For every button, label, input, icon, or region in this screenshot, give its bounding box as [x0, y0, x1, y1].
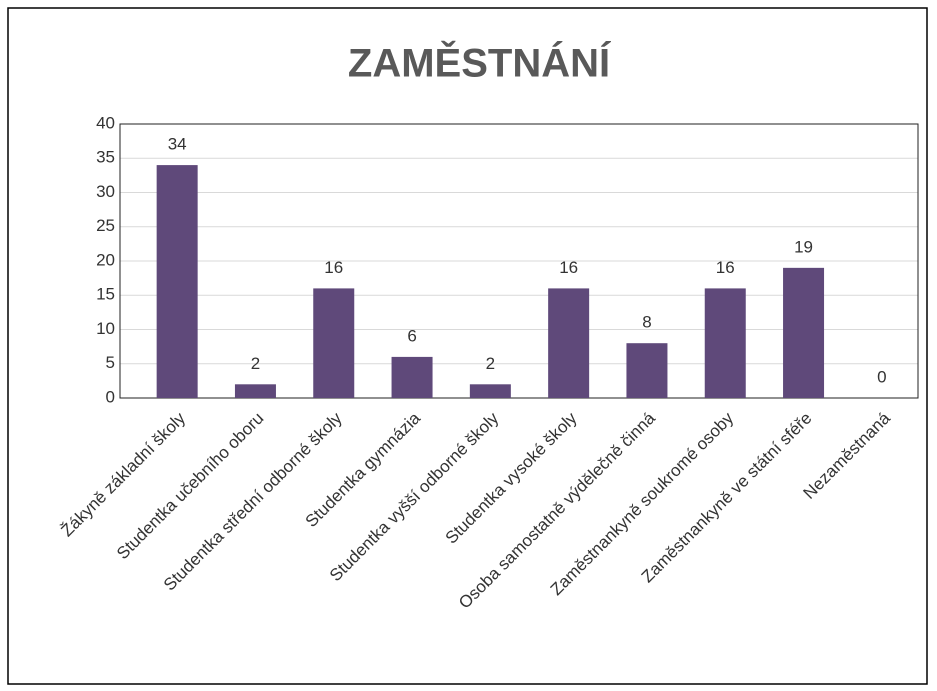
plot-border — [119, 123, 919, 399]
data-label: 16 — [716, 258, 735, 277]
data-label: 0 — [877, 367, 886, 386]
data-label: 16 — [324, 258, 343, 277]
bar — [783, 267, 825, 398]
y-tick-label: 40 — [96, 113, 115, 132]
bar — [704, 288, 746, 398]
data-label: 34 — [168, 135, 187, 154]
data-label: 2 — [251, 354, 260, 373]
bar — [626, 343, 668, 398]
y-tick-label: 0 — [106, 387, 115, 406]
data-label: 6 — [407, 326, 416, 345]
y-tick-label: 5 — [106, 353, 115, 372]
data-label: 8 — [642, 313, 651, 332]
y-tick-label: 10 — [96, 319, 115, 338]
chart-title: ZAMĚSTNÁNÍ — [348, 40, 611, 86]
bar — [548, 288, 590, 398]
y-tick-label: 25 — [96, 216, 115, 235]
y-tick-label: 30 — [96, 182, 115, 201]
bar — [469, 384, 511, 398]
data-label: 19 — [794, 237, 813, 256]
data-label: 2 — [486, 354, 495, 373]
y-tick-label: 15 — [96, 285, 115, 304]
bar — [313, 288, 355, 398]
y-tick-label: 20 — [96, 250, 115, 269]
bar — [391, 356, 433, 398]
y-tick-label: 35 — [96, 148, 115, 167]
bar — [234, 384, 276, 398]
data-label: 16 — [559, 258, 578, 277]
bar — [156, 165, 198, 398]
